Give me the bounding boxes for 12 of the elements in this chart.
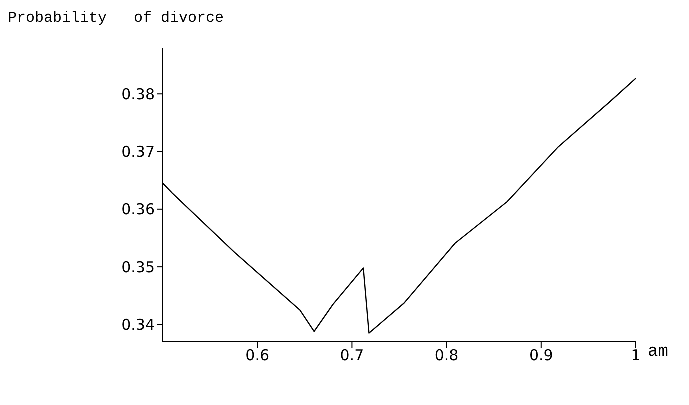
- x-tick-label: 0.9: [529, 346, 554, 365]
- y-tick-label: 0.37: [122, 143, 155, 162]
- x-axis-title: am: [648, 343, 668, 362]
- y-tick-label: 0.36: [122, 200, 155, 219]
- y-tick-label: 0.38: [122, 85, 155, 104]
- x-tick-label: 0.7: [340, 346, 364, 365]
- y-tick-label: 0.35: [122, 258, 155, 276]
- x-tick-label: 1: [631, 346, 641, 365]
- x-tick-label: 0.8: [434, 346, 459, 365]
- y-axis-title: Probability of divorce: [8, 10, 224, 27]
- y-tick-label: 0.34: [122, 316, 155, 334]
- x-tick-label: 0.6: [246, 346, 270, 365]
